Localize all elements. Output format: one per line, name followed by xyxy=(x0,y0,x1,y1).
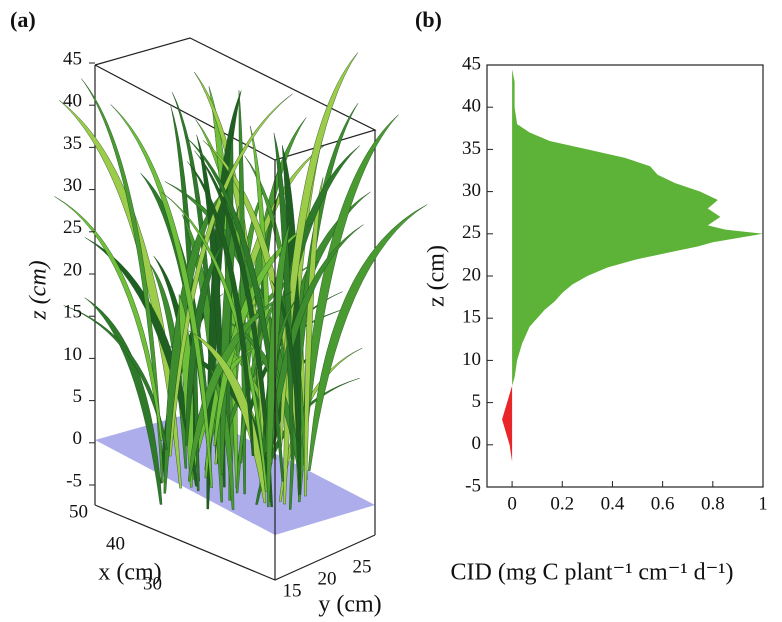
panel-label: (a) xyxy=(10,7,36,32)
z-tick-label: 5 xyxy=(73,386,83,407)
x-tick-label: 0.4 xyxy=(601,493,625,514)
y-tick-label: 15 xyxy=(283,580,302,601)
x-tick-label: 1 xyxy=(758,493,768,514)
y-tick-label: 25 xyxy=(462,222,481,243)
y-axis-label: z (cm) xyxy=(424,245,450,307)
x-tick-label: 50 xyxy=(69,501,88,522)
leaf xyxy=(271,280,301,441)
y-tick-label: 20 xyxy=(462,264,481,285)
x-tick-label: 0.8 xyxy=(701,493,725,514)
y-tick-label: 15 xyxy=(462,307,481,328)
x-tick-label: 0.6 xyxy=(651,493,675,514)
x-axis-label: x (cm) xyxy=(98,560,161,586)
y-tick-label: 20 xyxy=(318,568,337,589)
y-tick-label: 45 xyxy=(462,53,481,74)
leaf xyxy=(279,52,358,448)
leaf xyxy=(110,104,213,488)
z-tick-label: 10 xyxy=(63,344,82,365)
z-tick-label: 15 xyxy=(63,302,82,323)
leaf xyxy=(187,161,255,456)
x-axis-label: CID (mg C plant⁻¹ cm⁻¹ d⁻¹) xyxy=(451,560,734,586)
panel-label: (b) xyxy=(415,7,442,32)
z-tick-label: 45 xyxy=(63,48,82,69)
x-tick-label: 30 xyxy=(143,573,162,594)
leaf xyxy=(54,196,163,441)
leaf xyxy=(298,114,399,503)
x-tick-label: 40 xyxy=(106,533,125,554)
y-axis-label: y (cm) xyxy=(318,592,381,618)
x-tick-label: 0.2 xyxy=(550,493,574,514)
z-axis-label: z (cm) xyxy=(26,260,52,320)
leaf xyxy=(273,132,294,460)
y-tick-label: -5 xyxy=(465,475,481,496)
y-tick-label: 35 xyxy=(462,138,481,159)
leaf xyxy=(308,204,428,471)
y-tick-label: 40 xyxy=(462,96,481,117)
y-tick-label: 0 xyxy=(472,433,482,454)
y-tick-label: 30 xyxy=(462,180,481,201)
leaf xyxy=(266,224,364,478)
z-tick-label: 40 xyxy=(63,91,82,112)
leaf xyxy=(255,378,360,505)
z-tick-label: -5 xyxy=(66,470,82,491)
leaf xyxy=(194,150,273,508)
y-tick-label: 25 xyxy=(353,556,372,577)
plant-scene xyxy=(54,37,428,581)
z-tick-label: 30 xyxy=(63,175,82,196)
x-tick-label: 0 xyxy=(507,493,517,514)
z-tick-label: 25 xyxy=(63,217,82,238)
y-tick-label: 5 xyxy=(472,391,482,412)
leaf xyxy=(304,177,324,497)
z-tick-label: 0 xyxy=(73,428,83,449)
plants xyxy=(54,52,428,510)
leaf xyxy=(84,297,163,505)
leaf xyxy=(81,78,164,483)
profile-area xyxy=(512,69,763,386)
y-tick-label: 10 xyxy=(462,349,481,370)
z-tick-label: 35 xyxy=(63,133,82,154)
z-tick-label: 20 xyxy=(63,259,82,280)
profile-area xyxy=(502,385,513,462)
